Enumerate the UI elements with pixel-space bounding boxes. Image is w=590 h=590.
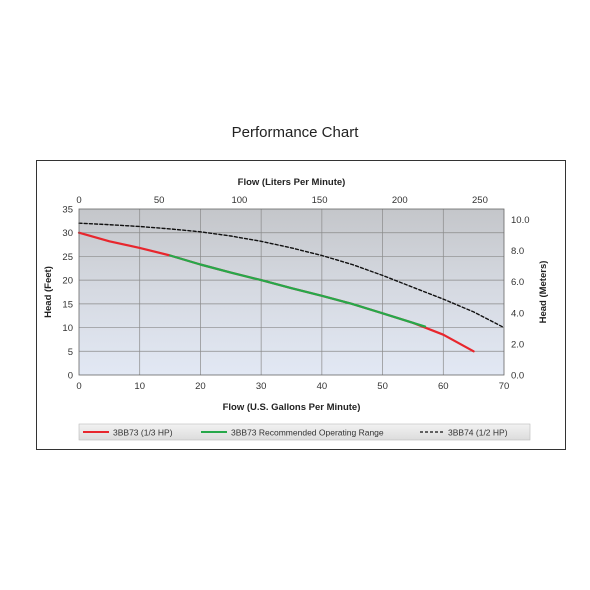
- y2-tick-label: 4.0: [511, 308, 524, 319]
- legend-label-recommended-range: 3BB73 Recommended Operating Range: [231, 428, 384, 438]
- x-tick-label: 60: [438, 381, 449, 392]
- y-tick-label: 35: [62, 205, 73, 216]
- plot-border: [78, 208, 505, 376]
- y2-tick-label: 10.0: [511, 215, 530, 226]
- x-tick-label: 20: [195, 381, 206, 392]
- y2-tick-label: 8.0: [511, 246, 524, 257]
- grid-lines: [79, 209, 504, 375]
- series-layer: [77, 222, 505, 353]
- y-axis-label: Head (Feet): [43, 266, 54, 318]
- y-tick-label: 30: [62, 228, 73, 239]
- x2-tick-label: 100: [231, 195, 247, 206]
- x2-tick-label: 50: [154, 195, 165, 206]
- x-axis-label: Flow (U.S. Gallons Per Minute): [223, 402, 361, 413]
- y2-tick-label: 0.0: [511, 371, 524, 382]
- y-tick-label: 20: [62, 276, 73, 287]
- x-tick-label: 50: [377, 381, 388, 392]
- x-tick-label: 30: [256, 381, 267, 392]
- chart-frame: 0 10 20 30 40 50 60 70 0 5 10 15 20 25 30 35 0 50 100 150 20…: [36, 160, 566, 450]
- y-tick-label: 5: [68, 347, 73, 358]
- x2-tick-label: 200: [392, 195, 408, 206]
- x2-tick-label: 250: [472, 195, 488, 206]
- y-tick-label: 25: [62, 252, 73, 263]
- x-tick-label: 40: [317, 381, 328, 392]
- x-tick-label: 10: [134, 381, 145, 392]
- x2-tick-label: 150: [312, 195, 328, 206]
- y-tick-label: 15: [62, 299, 73, 310]
- y2-axis-label: Head (Meters): [538, 261, 549, 324]
- plot-area: [79, 209, 504, 375]
- y2-tick-label: 6.0: [511, 277, 524, 288]
- legend: 3BB73 (1/3 HP) 3BB73 Recommended Operati…: [83, 428, 508, 438]
- series-line-recommended-range: [169, 254, 427, 328]
- series-line-3bb74: [78, 222, 505, 329]
- page-title: Performance Chart: [231, 124, 359, 141]
- x-tick-label: 0: [76, 381, 81, 392]
- legend-box: [78, 423, 531, 441]
- legend-label-3bb74: 3BB74 (1/2 HP): [448, 428, 508, 438]
- y-tick-label: 0: [68, 371, 73, 382]
- y-tick-label: 10: [62, 323, 73, 334]
- x2-tick-label: 0: [76, 195, 81, 206]
- x2-axis-label: Flow (Liters Per Minute): [238, 177, 346, 188]
- legend-label-3bb73: 3BB73 (1/3 HP): [113, 428, 173, 438]
- y2-tick-label: 2.0: [511, 339, 524, 350]
- x-tick-label: 70: [499, 381, 510, 392]
